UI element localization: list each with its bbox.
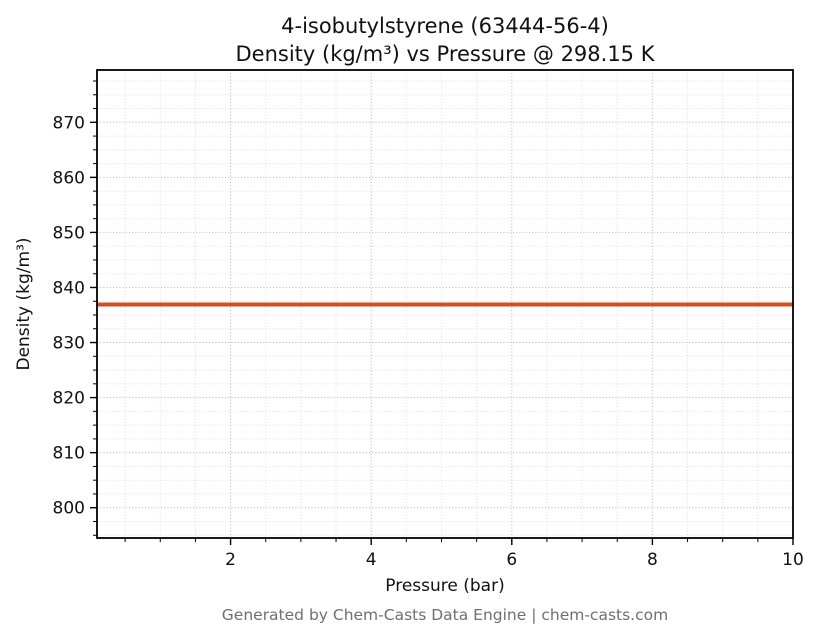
y-tick-label: 800 [53, 499, 85, 519]
chart-title-line-2: Density (kg/m³) vs Pressure @ 298.15 K [235, 42, 655, 66]
y-tick-label: 860 [53, 168, 85, 188]
x-axis-label: Pressure (bar) [385, 576, 505, 596]
y-tick-label: 850 [53, 223, 85, 243]
chart-title: 4-isobutylstyrene (63444-56-4) Density (… [97, 12, 793, 68]
y-axis-label: Density (kg/m³) [14, 237, 34, 371]
y-tick-label: 820 [53, 389, 85, 409]
x-tick-label: 4 [366, 550, 377, 570]
y-tick-label: 840 [53, 278, 85, 298]
y-tick-label: 870 [53, 113, 85, 133]
y-tick-label: 830 [53, 334, 85, 354]
x-tick-label: 2 [225, 550, 236, 570]
x-tick-label: 8 [647, 550, 658, 570]
footer-credit: Generated by Chem-Casts Data Engine | ch… [221, 606, 669, 624]
x-tick-label: 6 [506, 550, 517, 570]
plot-frame [96, 69, 794, 539]
y-tick-label: 810 [53, 444, 85, 464]
chart-title-line-1: 4-isobutylstyrene (63444-56-4) [281, 14, 609, 38]
x-tick-label: 10 [782, 550, 804, 570]
